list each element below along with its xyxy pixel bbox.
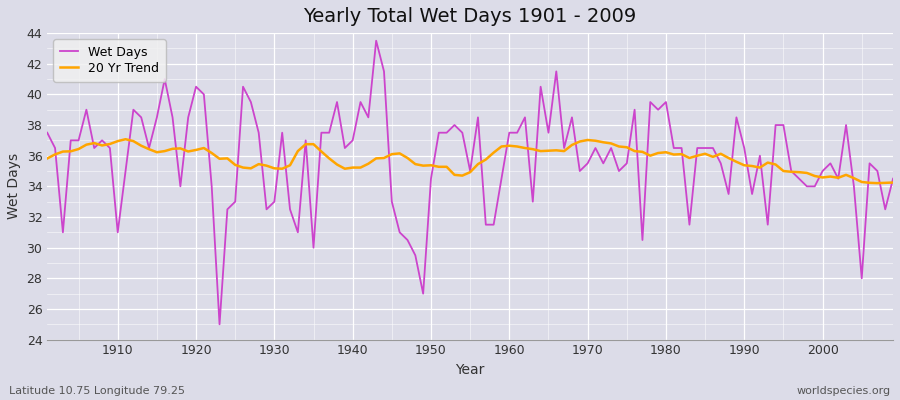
Text: Latitude 10.75 Longitude 79.25: Latitude 10.75 Longitude 79.25 <box>9 386 185 396</box>
20 Yr Trend <box>331 162 342 167</box>
Line: 20 Yr Trend: 20 Yr Trend <box>47 139 893 183</box>
Y-axis label: Wet Days: Wet Days <box>7 153 21 220</box>
Wet Days <box>331 100 342 104</box>
Wet Days <box>887 176 898 181</box>
Wet Days <box>371 38 382 43</box>
Title: Yearly Total Wet Days 1901 - 2009: Yearly Total Wet Days 1901 - 2009 <box>303 7 637 26</box>
Wet Days <box>519 115 530 120</box>
20 Yr Trend <box>41 156 52 161</box>
Wet Days <box>104 146 115 150</box>
Wet Days <box>614 169 625 174</box>
20 Yr Trend <box>284 163 295 168</box>
20 Yr Trend <box>121 137 131 142</box>
20 Yr Trend <box>104 142 115 146</box>
Wet Days <box>214 322 225 327</box>
Wet Days <box>284 207 295 212</box>
Wet Days <box>41 130 52 135</box>
20 Yr Trend <box>504 143 515 148</box>
20 Yr Trend <box>887 180 898 185</box>
Text: worldspecies.org: worldspecies.org <box>796 386 891 396</box>
20 Yr Trend <box>606 141 616 146</box>
Legend: Wet Days, 20 Yr Trend: Wet Days, 20 Yr Trend <box>53 39 166 82</box>
20 Yr Trend <box>512 144 523 149</box>
20 Yr Trend <box>872 181 883 186</box>
Line: Wet Days: Wet Days <box>47 41 893 324</box>
Wet Days <box>512 130 523 135</box>
X-axis label: Year: Year <box>455 363 485 377</box>
